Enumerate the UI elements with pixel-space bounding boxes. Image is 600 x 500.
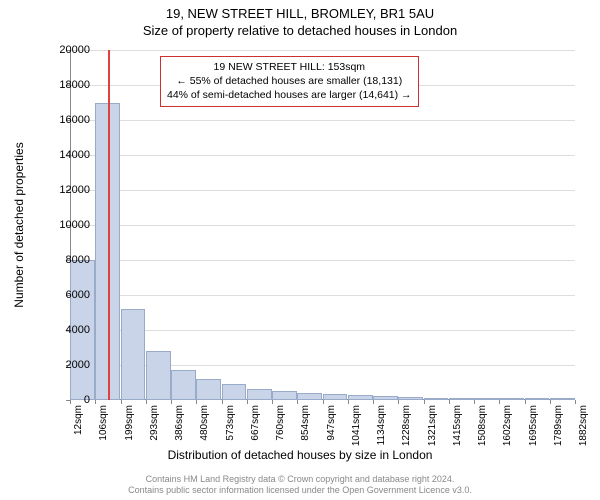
xtick-mark bbox=[424, 400, 425, 404]
xtick-label: 1041sqm bbox=[351, 405, 362, 446]
annotation-line-2: ← 55% of detached houses are smaller (18… bbox=[167, 74, 412, 88]
histogram-bar bbox=[196, 379, 221, 400]
gridline bbox=[70, 260, 575, 261]
gridline bbox=[70, 225, 575, 226]
xtick-label: 573sqm bbox=[225, 405, 236, 441]
xtick-mark bbox=[575, 400, 576, 404]
xtick-label: 12sqm bbox=[73, 405, 84, 435]
histogram-bar bbox=[525, 398, 550, 400]
chart-subtitle: Size of property relative to detached ho… bbox=[0, 21, 600, 38]
ytick-label: 4000 bbox=[66, 324, 90, 336]
xtick-label: 760sqm bbox=[275, 405, 286, 441]
ytick-label: 10000 bbox=[59, 219, 90, 231]
gridline bbox=[70, 330, 575, 331]
histogram-bar bbox=[499, 398, 524, 400]
xtick-mark bbox=[222, 400, 223, 404]
ytick-label: 12000 bbox=[59, 184, 90, 196]
histogram-bar bbox=[474, 398, 499, 400]
histogram-bar bbox=[373, 396, 398, 400]
footer-line-1: Contains HM Land Registry data © Crown c… bbox=[0, 474, 600, 485]
chart-title: 19, NEW STREET HILL, BROMLEY, BR1 5AU bbox=[0, 0, 600, 21]
xtick-label: 947sqm bbox=[326, 405, 337, 441]
xtick-label: 386sqm bbox=[174, 405, 185, 441]
histogram-bar bbox=[398, 397, 423, 400]
xtick-label: 1789sqm bbox=[553, 405, 564, 446]
ytick-label: 2000 bbox=[66, 359, 90, 371]
xtick-label: 1508sqm bbox=[477, 405, 488, 446]
footer-line-2: Contains public sector information licen… bbox=[0, 485, 600, 496]
gridline bbox=[70, 155, 575, 156]
histogram-bar bbox=[449, 398, 474, 400]
xtick-label: 1602sqm bbox=[502, 405, 513, 446]
xtick-label: 1695sqm bbox=[528, 405, 539, 446]
ytick-label: 14000 bbox=[59, 149, 90, 161]
y-axis-label: Number of detached properties bbox=[12, 142, 26, 307]
xtick-mark bbox=[171, 400, 172, 404]
histogram-bar bbox=[146, 351, 171, 400]
histogram-bar bbox=[121, 309, 146, 400]
ytick-label: 6000 bbox=[66, 289, 90, 301]
xtick-label: 1228sqm bbox=[401, 405, 412, 446]
xtick-label: 1134sqm bbox=[376, 405, 387, 445]
ytick-label: 18000 bbox=[59, 79, 90, 91]
ytick-label: 20000 bbox=[59, 44, 90, 56]
histogram-bar bbox=[171, 370, 196, 400]
chart-container: 19, NEW STREET HILL, BROMLEY, BR1 5AU Si… bbox=[0, 0, 600, 500]
xtick-label: 199sqm bbox=[124, 405, 135, 441]
histogram-bar bbox=[222, 384, 247, 400]
gridline bbox=[70, 190, 575, 191]
xtick-mark bbox=[373, 400, 374, 404]
ytick-label: 16000 bbox=[59, 114, 90, 126]
footer-attribution: Contains HM Land Registry data © Crown c… bbox=[0, 474, 600, 497]
xtick-mark bbox=[449, 400, 450, 404]
histogram-bar bbox=[348, 395, 373, 400]
xtick-mark bbox=[348, 400, 349, 404]
xtick-label: 106sqm bbox=[98, 405, 109, 441]
histogram-bar bbox=[247, 389, 272, 400]
xtick-label: 480sqm bbox=[199, 405, 210, 441]
gridline bbox=[70, 120, 575, 121]
ytick-label: 0 bbox=[84, 394, 90, 406]
ytick-label: 8000 bbox=[66, 254, 90, 266]
histogram-bar bbox=[550, 398, 575, 400]
xtick-mark bbox=[525, 400, 526, 404]
property-marker-line bbox=[108, 50, 110, 400]
x-axis-label: Distribution of detached houses by size … bbox=[0, 448, 600, 462]
histogram-bar bbox=[272, 391, 297, 400]
histogram-bar bbox=[424, 398, 449, 400]
histogram-bar bbox=[297, 393, 322, 400]
xtick-label: 1882sqm bbox=[578, 405, 589, 446]
ytick-mark bbox=[66, 400, 70, 401]
xtick-mark bbox=[499, 400, 500, 404]
xtick-mark bbox=[247, 400, 248, 404]
xtick-label: 667sqm bbox=[250, 405, 261, 441]
xtick-mark bbox=[297, 400, 298, 404]
xtick-label: 293sqm bbox=[149, 405, 160, 441]
xtick-label: 1321sqm bbox=[427, 405, 438, 446]
xtick-mark bbox=[323, 400, 324, 404]
xtick-mark bbox=[550, 400, 551, 404]
xtick-mark bbox=[121, 400, 122, 404]
xtick-mark bbox=[196, 400, 197, 404]
xtick-mark bbox=[70, 400, 71, 404]
annotation-line-1: 19 NEW STREET HILL: 153sqm bbox=[167, 60, 412, 74]
xtick-mark bbox=[474, 400, 475, 404]
xtick-mark bbox=[95, 400, 96, 404]
gridline bbox=[70, 50, 575, 51]
gridline bbox=[70, 295, 575, 296]
xtick-mark bbox=[272, 400, 273, 404]
xtick-label: 854sqm bbox=[300, 405, 311, 441]
xtick-label: 1415sqm bbox=[452, 405, 463, 446]
xtick-mark bbox=[398, 400, 399, 404]
histogram-bar bbox=[323, 394, 348, 400]
annotation-line-3: 44% of semi-detached houses are larger (… bbox=[167, 88, 412, 102]
xtick-mark bbox=[146, 400, 147, 404]
plot-area: 19 NEW STREET HILL: 153sqm← 55% of detac… bbox=[70, 50, 575, 400]
annotation-box: 19 NEW STREET HILL: 153sqm← 55% of detac… bbox=[160, 56, 419, 107]
